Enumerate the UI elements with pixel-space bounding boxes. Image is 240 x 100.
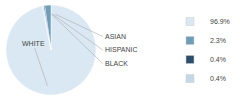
svg-text:WHITE: WHITE — [22, 40, 45, 47]
svg-text:ASIAN: ASIAN — [105, 33, 126, 40]
svg-text:HISPANIC: HISPANIC — [105, 46, 138, 53]
svg-text:96.9%: 96.9% — [210, 18, 230, 25]
svg-text:BLACK: BLACK — [105, 60, 128, 67]
svg-text:0.4%: 0.4% — [210, 56, 226, 63]
svg-text:2.3%: 2.3% — [210, 37, 226, 44]
svg-text:0.4%: 0.4% — [210, 75, 226, 82]
